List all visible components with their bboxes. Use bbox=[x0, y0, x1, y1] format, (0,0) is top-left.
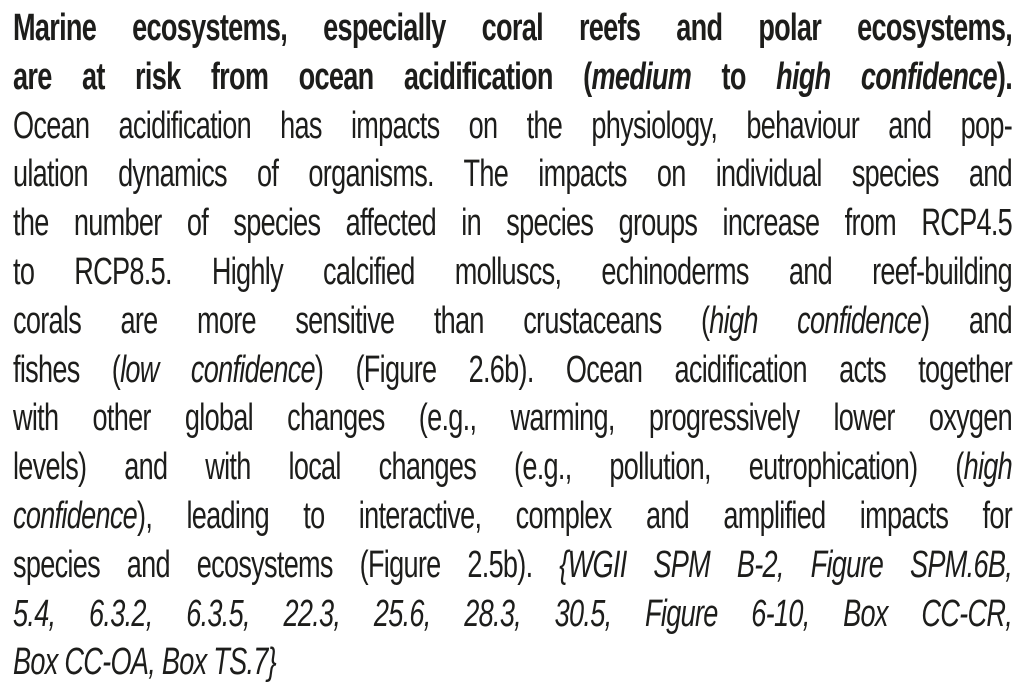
text-run: Ocean acidification has impacts on the p… bbox=[13, 104, 1013, 147]
text-run: low confidence bbox=[120, 348, 316, 391]
text-run: fishes ( bbox=[13, 348, 121, 391]
text-run: ) (Figure 2.6b). Ocean acidification act… bbox=[314, 348, 1013, 391]
text-run: to bbox=[691, 55, 777, 98]
text-run: high confidence bbox=[709, 299, 922, 342]
text-line: fishes (low confidence) (Figure 2.6b). O… bbox=[13, 346, 1013, 395]
text-run: high confidence bbox=[776, 55, 997, 98]
text-run: levels) and with local changes (e.g., po… bbox=[13, 446, 964, 489]
text-line: the number of species affected in specie… bbox=[13, 199, 1013, 248]
text-run: Box CC-OA, Box TS.7} bbox=[13, 641, 277, 684]
text-line: Marine ecosystems, especially coral reef… bbox=[13, 4, 1013, 53]
text-run: high bbox=[963, 446, 1013, 489]
text-line: levels) and with local changes (e.g., po… bbox=[13, 443, 1013, 492]
text-run: the number of species affected in specie… bbox=[13, 202, 1013, 245]
text-run: 5.4, 6.3.2, 6.3.5, 22.3, 25.6, 28.3, 30.… bbox=[13, 592, 1013, 635]
text-line: 5.4, 6.3.2, 6.3.5, 22.3, 25.6, 28.3, 30.… bbox=[13, 590, 1013, 639]
text-run: are at risk from ocean acidification ( bbox=[13, 55, 592, 98]
text-run: ). bbox=[996, 55, 1013, 98]
assessment-paragraph: Marine ecosystems, especially coral reef… bbox=[13, 4, 1013, 687]
text-line: are at risk from ocean acidification (me… bbox=[13, 53, 1013, 102]
text-run: Marine ecosystems, especially coral reef… bbox=[13, 7, 1013, 49]
text-line: Box CC-OA, Box TS.7} bbox=[13, 638, 1012, 687]
text-line: species and ecosystems (Figure 2.5b). {W… bbox=[13, 541, 1013, 590]
text-run: species and ecosystems (Figure 2.5b). bbox=[13, 543, 560, 586]
text-run: ) and bbox=[921, 299, 1013, 342]
text-run: confidence bbox=[13, 494, 138, 537]
text-run: {WGII SPM B-2, Figure SPM.6B, bbox=[559, 543, 1013, 586]
text-line: with other global changes (e.g., warming… bbox=[13, 394, 1013, 443]
text-line: to RCP8.5. Highly calcified molluscs, ec… bbox=[13, 248, 1013, 297]
text-run: with other global changes (e.g., warming… bbox=[13, 397, 1013, 440]
text-run: corals are more sensitive than crustacea… bbox=[13, 299, 710, 342]
text-run: ), leading to interactive, complex and a… bbox=[137, 494, 1013, 537]
text-line: ulation dynamics of organisms. The impac… bbox=[13, 150, 1013, 199]
text-line: Ocean acidification has impacts on the p… bbox=[13, 102, 1013, 151]
text-run: ulation dynamics of organisms. The impac… bbox=[13, 153, 1013, 196]
text-run: to RCP8.5. Highly calcified molluscs, ec… bbox=[13, 250, 1013, 293]
text-run: medium bbox=[591, 55, 692, 98]
text-line: corals are more sensitive than crustacea… bbox=[13, 297, 1013, 346]
text-line: confidence), leading to interactive, com… bbox=[13, 492, 1013, 541]
